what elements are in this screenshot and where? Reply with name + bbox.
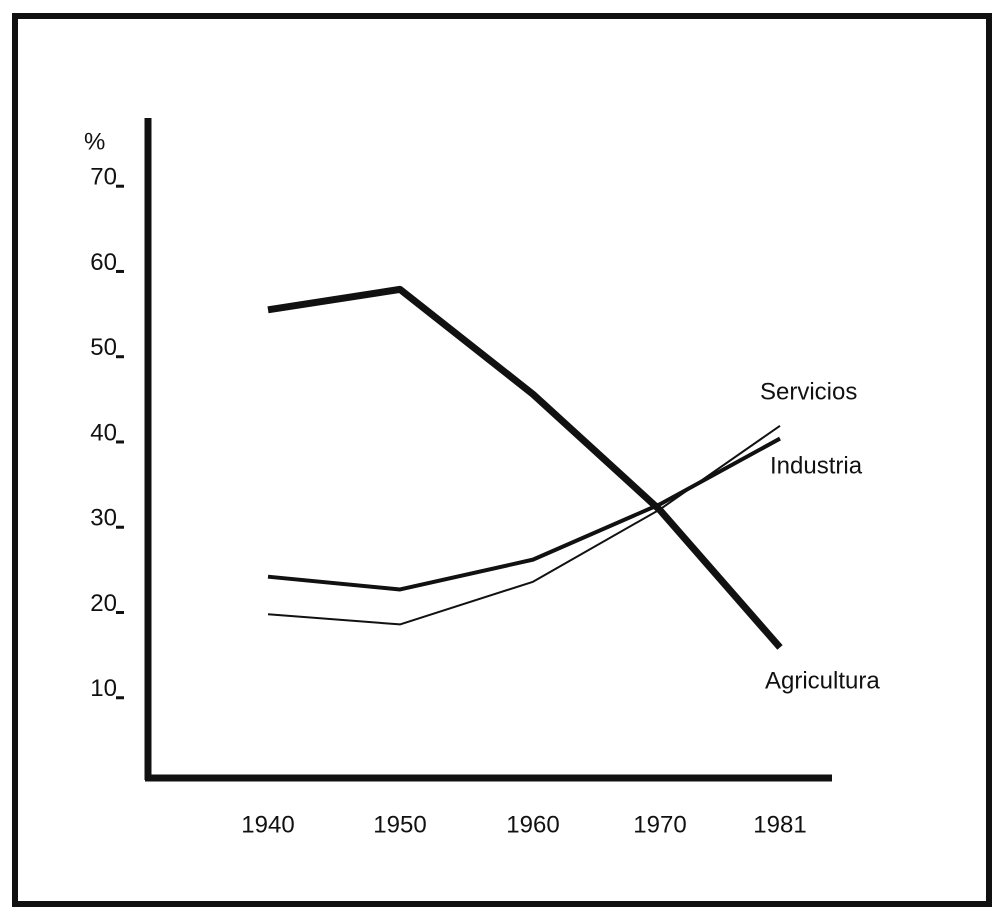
y-tick-label: 20 — [90, 590, 117, 617]
y-tick-label: 40 — [90, 419, 117, 446]
series-label: Industria — [770, 452, 863, 479]
x-tick-label: 1940 — [241, 811, 294, 838]
y-tick-label: 30 — [90, 505, 117, 532]
x-tick-label: 1981 — [753, 811, 806, 838]
series-label: Agricultura — [765, 667, 880, 694]
y-tick-label: 70 — [90, 164, 117, 191]
series-line — [267, 424, 781, 626]
x-tick-label: 1960 — [506, 811, 559, 838]
series-line — [267, 436, 781, 592]
frame — [12, 13, 992, 907]
series-label: Servicios — [760, 378, 857, 405]
y-tick-label: 10 — [90, 675, 117, 702]
series-line — [267, 285, 783, 650]
y-tick-label: 50 — [90, 334, 117, 361]
x-tick-label: 1970 — [633, 811, 686, 838]
x-tick-label: 1950 — [373, 811, 426, 838]
y-tick-label: 60 — [90, 249, 117, 276]
y-axis-label: % — [84, 128, 105, 155]
